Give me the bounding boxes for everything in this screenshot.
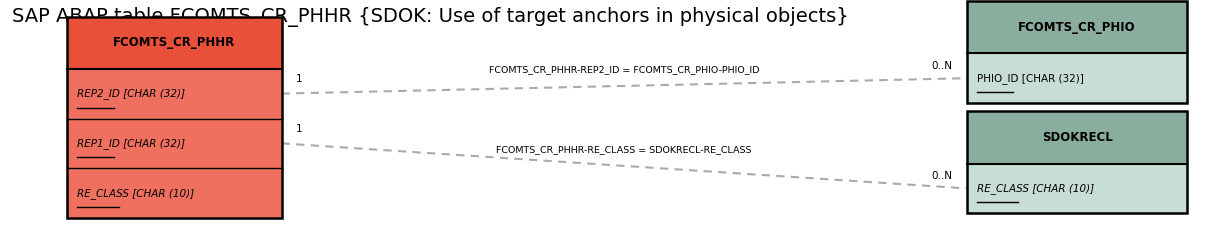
Text: FCOMTS_CR_PHHR-REP2_ID = FCOMTS_CR_PHIO-PHIO_ID: FCOMTS_CR_PHHR-REP2_ID = FCOMTS_CR_PHIO-…	[490, 65, 759, 74]
FancyBboxPatch shape	[967, 111, 1187, 164]
Text: REP1_ID [CHAR (32)]: REP1_ID [CHAR (32)]	[77, 138, 185, 149]
Text: SDOKRECL: SDOKRECL	[1042, 131, 1113, 144]
Text: 0..N: 0..N	[931, 61, 952, 71]
FancyBboxPatch shape	[967, 53, 1187, 103]
Text: RE_CLASS [CHAR (10)]: RE_CLASS [CHAR (10)]	[77, 188, 195, 199]
Text: REP2_ID [CHAR (32)]: REP2_ID [CHAR (32)]	[77, 88, 185, 99]
Text: FCOMTS_CR_PHIO: FCOMTS_CR_PHIO	[1018, 21, 1136, 34]
FancyBboxPatch shape	[67, 17, 282, 69]
FancyBboxPatch shape	[67, 118, 282, 168]
FancyBboxPatch shape	[967, 164, 1187, 213]
Text: RE_CLASS [CHAR (10)]: RE_CLASS [CHAR (10)]	[977, 183, 1094, 194]
Text: 1: 1	[296, 74, 302, 84]
Text: FCOMTS_CR_PHHR-RE_CLASS = SDOKRECL-RE_CLASS: FCOMTS_CR_PHHR-RE_CLASS = SDOKRECL-RE_CL…	[497, 145, 752, 154]
Text: FCOMTS_CR_PHHR: FCOMTS_CR_PHHR	[114, 36, 235, 49]
FancyBboxPatch shape	[67, 168, 282, 218]
Text: 0..N: 0..N	[931, 171, 952, 181]
Text: SAP ABAP table FCOMTS_CR_PHHR {SDOK: Use of target anchors in physical objects}: SAP ABAP table FCOMTS_CR_PHHR {SDOK: Use…	[12, 7, 849, 27]
FancyBboxPatch shape	[967, 1, 1187, 53]
Text: PHIO_ID [CHAR (32)]: PHIO_ID [CHAR (32)]	[977, 73, 1083, 84]
Text: 1: 1	[296, 124, 302, 134]
FancyBboxPatch shape	[67, 69, 282, 118]
